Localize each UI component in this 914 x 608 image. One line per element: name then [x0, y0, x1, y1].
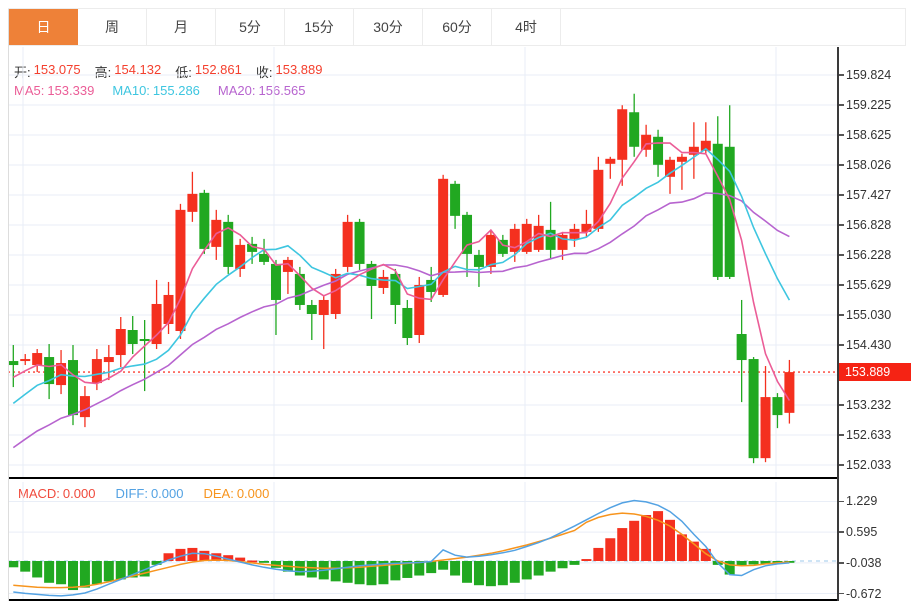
bottom-border — [8, 599, 837, 601]
price-tick-154.430-dash — [839, 344, 844, 346]
ma5-value: 153.339 — [47, 83, 95, 98]
ma10-value: 155.286 — [152, 83, 200, 98]
close-readout: 收: 153.889 — [256, 62, 323, 81]
low-value: 152.861 — [194, 62, 242, 77]
price-tick-159.824-dash — [839, 74, 844, 76]
macd-value: 0.000 — [62, 486, 96, 501]
price-axis: 153.889 159.824 159.225 158.625 158.026 157.… — [837, 47, 914, 601]
tab-week[interactable]: 周 — [78, 9, 147, 45]
price-tick-156.228: 156.228 — [846, 248, 892, 263]
diff-label: DIFF: — [115, 486, 148, 501]
high-readout: 高: 154.132 — [95, 62, 162, 81]
open-value: 153.075 — [33, 62, 81, 77]
open-label: 开: — [14, 65, 31, 80]
price-tick-152.633-dash — [839, 434, 844, 436]
tab-60min[interactable]: 60分 — [423, 9, 492, 45]
price-tick-156.828: 156.828 — [846, 217, 892, 232]
high-label: 高: — [94, 65, 112, 80]
ma20-value: 156.565 — [258, 83, 306, 98]
ma20-legend: MA20: 156.565 — [218, 83, 306, 98]
price-tick-158.026: 158.026 — [846, 158, 892, 172]
close-value: 153.889 — [275, 62, 323, 77]
close-label: 收: — [255, 65, 273, 80]
tab-4hour[interactable]: 4时 — [492, 9, 561, 45]
macd-tick--0.038-dash — [839, 562, 844, 564]
macd-tick--0.672-dash — [839, 592, 844, 595]
ohlc-readout: 开: 153.075 高: 154.132 低: 152.861 收: 153.… — [14, 62, 323, 81]
panel-divider — [8, 477, 837, 479]
macd-tick--0.038: -0.038 — [846, 555, 882, 570]
tab-day[interactable]: 日 — [9, 9, 78, 45]
price-tick-154.430: 154.430 — [846, 338, 892, 353]
ma5-label: MA5: — [14, 83, 45, 98]
current-price-badge: 153.889 — [839, 363, 911, 382]
high-value: 154.132 — [114, 62, 162, 77]
price-tick-156.828-dash — [839, 224, 844, 226]
price-tick-155.629: 155.629 — [846, 278, 892, 292]
diff-value-legend: DIFF: 0.000 — [115, 486, 183, 501]
timeframe-tab-bar: 日周月 5分 15分 30分 60分 4时 — [8, 8, 906, 46]
price-tick-156.228-dash — [839, 254, 844, 256]
macd-tick-1.229-dash — [839, 500, 844, 503]
macd-label: MACD: — [18, 486, 60, 501]
price-tick-153.232-dash — [839, 404, 844, 406]
tab-month[interactable]: 月 — [147, 9, 216, 45]
open-readout: 开: 153.075 — [14, 62, 81, 81]
price-tick-152.033: 152.033 — [846, 458, 892, 473]
price-chart[interactable] — [8, 47, 837, 478]
price-tick-155.030-dash — [839, 314, 844, 316]
macd-legend: MACD: 0.000 DIFF: 0.000 DEA: 0.000 — [18, 486, 269, 501]
price-tick-159.824: 159.824 — [846, 68, 892, 82]
price-tick-152.633: 152.633 — [846, 427, 892, 442]
macd-tick-0.595: 0.595 — [846, 525, 878, 540]
price-tick-159.225-dash — [839, 104, 844, 106]
price-tick-158.625-dash — [839, 134, 844, 136]
macd-tick-0.595-dash — [839, 531, 844, 533]
price-tick-152.033-dash — [839, 464, 844, 466]
ma20-label: MA20: — [217, 83, 256, 98]
low-readout: 低: 152.861 — [175, 62, 242, 81]
dea-label: DEA: — [203, 486, 234, 501]
macd-tick-1.229: 1.229 — [846, 494, 878, 509]
price-tick-158.625: 158.625 — [846, 128, 892, 143]
ma10-legend: MA10: 155.286 — [112, 83, 200, 98]
macd-tick--0.672: -0.672 — [846, 586, 882, 601]
tab-5min[interactable]: 5分 — [216, 9, 285, 45]
price-tick-155.030: 155.030 — [846, 307, 892, 322]
dea-value: 0.000 — [236, 486, 270, 501]
price-tick-157.427-dash — [839, 194, 844, 196]
macd-value-legend: MACD: 0.000 — [18, 486, 95, 501]
diff-value: 0.000 — [150, 486, 184, 501]
price-tick-158.026-dash — [839, 164, 844, 166]
dea-value-legend: DEA: 0.000 — [203, 486, 269, 501]
ma5-legend: MA5: 153.339 — [14, 83, 94, 98]
tab-15min[interactable]: 15分 — [285, 9, 354, 45]
ma-legend: MA5: 153.339 MA10: 155.286 MA20: 156.565 — [14, 83, 306, 98]
ma10-label: MA10: — [112, 83, 150, 98]
left-border — [8, 9, 9, 601]
macd-chart[interactable] — [8, 482, 837, 601]
tab-30min[interactable]: 30分 — [354, 9, 423, 45]
price-tick-159.225: 159.225 — [846, 97, 892, 112]
price-tick-157.427: 157.427 — [846, 187, 892, 202]
price-tick-153.232: 153.232 — [846, 397, 892, 412]
low-label: 低: — [175, 65, 192, 80]
price-tick-155.629-dash — [839, 284, 844, 286]
